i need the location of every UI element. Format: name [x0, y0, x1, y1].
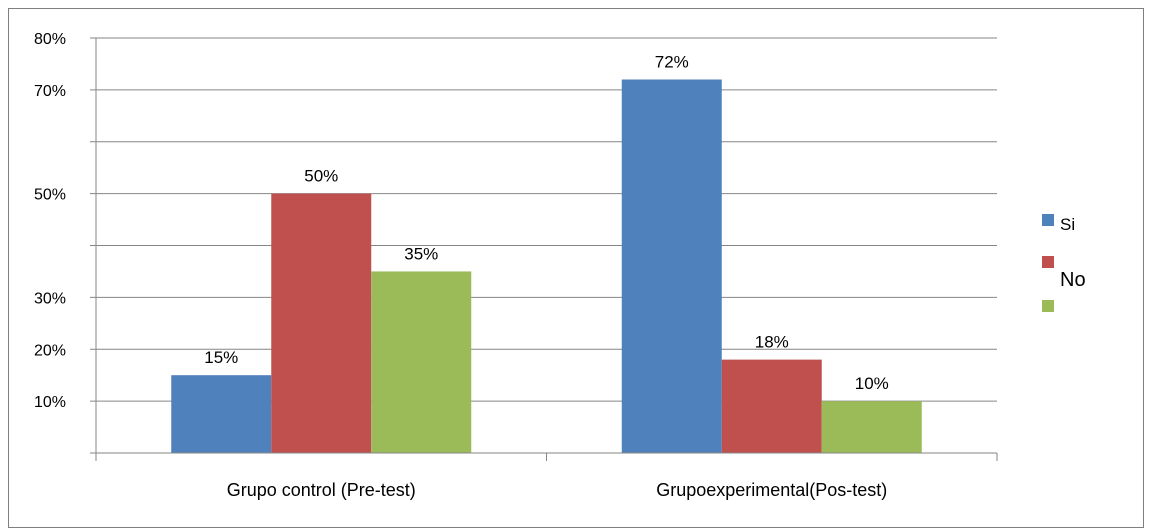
category-label: Grupoexperimental(Pos-test) [656, 480, 887, 500]
bar [271, 193, 372, 453]
bar [171, 375, 272, 453]
bar [721, 359, 822, 453]
category-label: Grupo control (Pre-test) [227, 480, 416, 500]
data-label: 72% [655, 53, 689, 72]
legend: Si No [1042, 214, 1086, 312]
y-tick-label: 70% [34, 83, 66, 100]
y-tick-label: 50% [34, 187, 66, 204]
y-tick-label: 30% [34, 290, 66, 307]
legend-label: No [1060, 269, 1086, 291]
y-tick-labels: 10% 20% 30% 50% 70% 80% [34, 31, 66, 411]
data-label: 18% [755, 333, 789, 352]
bar [621, 79, 722, 453]
data-label: 50% [304, 167, 338, 186]
legend-label: Si [1060, 215, 1075, 234]
y-tick-label: 80% [34, 31, 66, 48]
category-labels: Grupo control (Pre-test) Grupoexperimenta… [227, 480, 888, 500]
legend-swatch [1042, 300, 1054, 312]
y-tick-label: 20% [34, 342, 66, 359]
data-label: 35% [404, 244, 438, 263]
bar [821, 401, 922, 453]
data-label: 15% [204, 348, 238, 367]
legend-swatch [1042, 256, 1054, 268]
bars [171, 79, 922, 453]
bar [371, 271, 472, 453]
bar-chart: 10% 20% 30% 50% 70% 80% Grupo control (Pre-te… [34, 31, 1086, 500]
gridlines [96, 37, 997, 402]
y-tick-label: 10% [34, 394, 66, 411]
data-labels: 15% 50% 35% 72% 18% 10% [204, 53, 889, 394]
axes [90, 37, 998, 461]
data-label: 10% [855, 374, 889, 393]
legend-swatch [1042, 214, 1054, 226]
